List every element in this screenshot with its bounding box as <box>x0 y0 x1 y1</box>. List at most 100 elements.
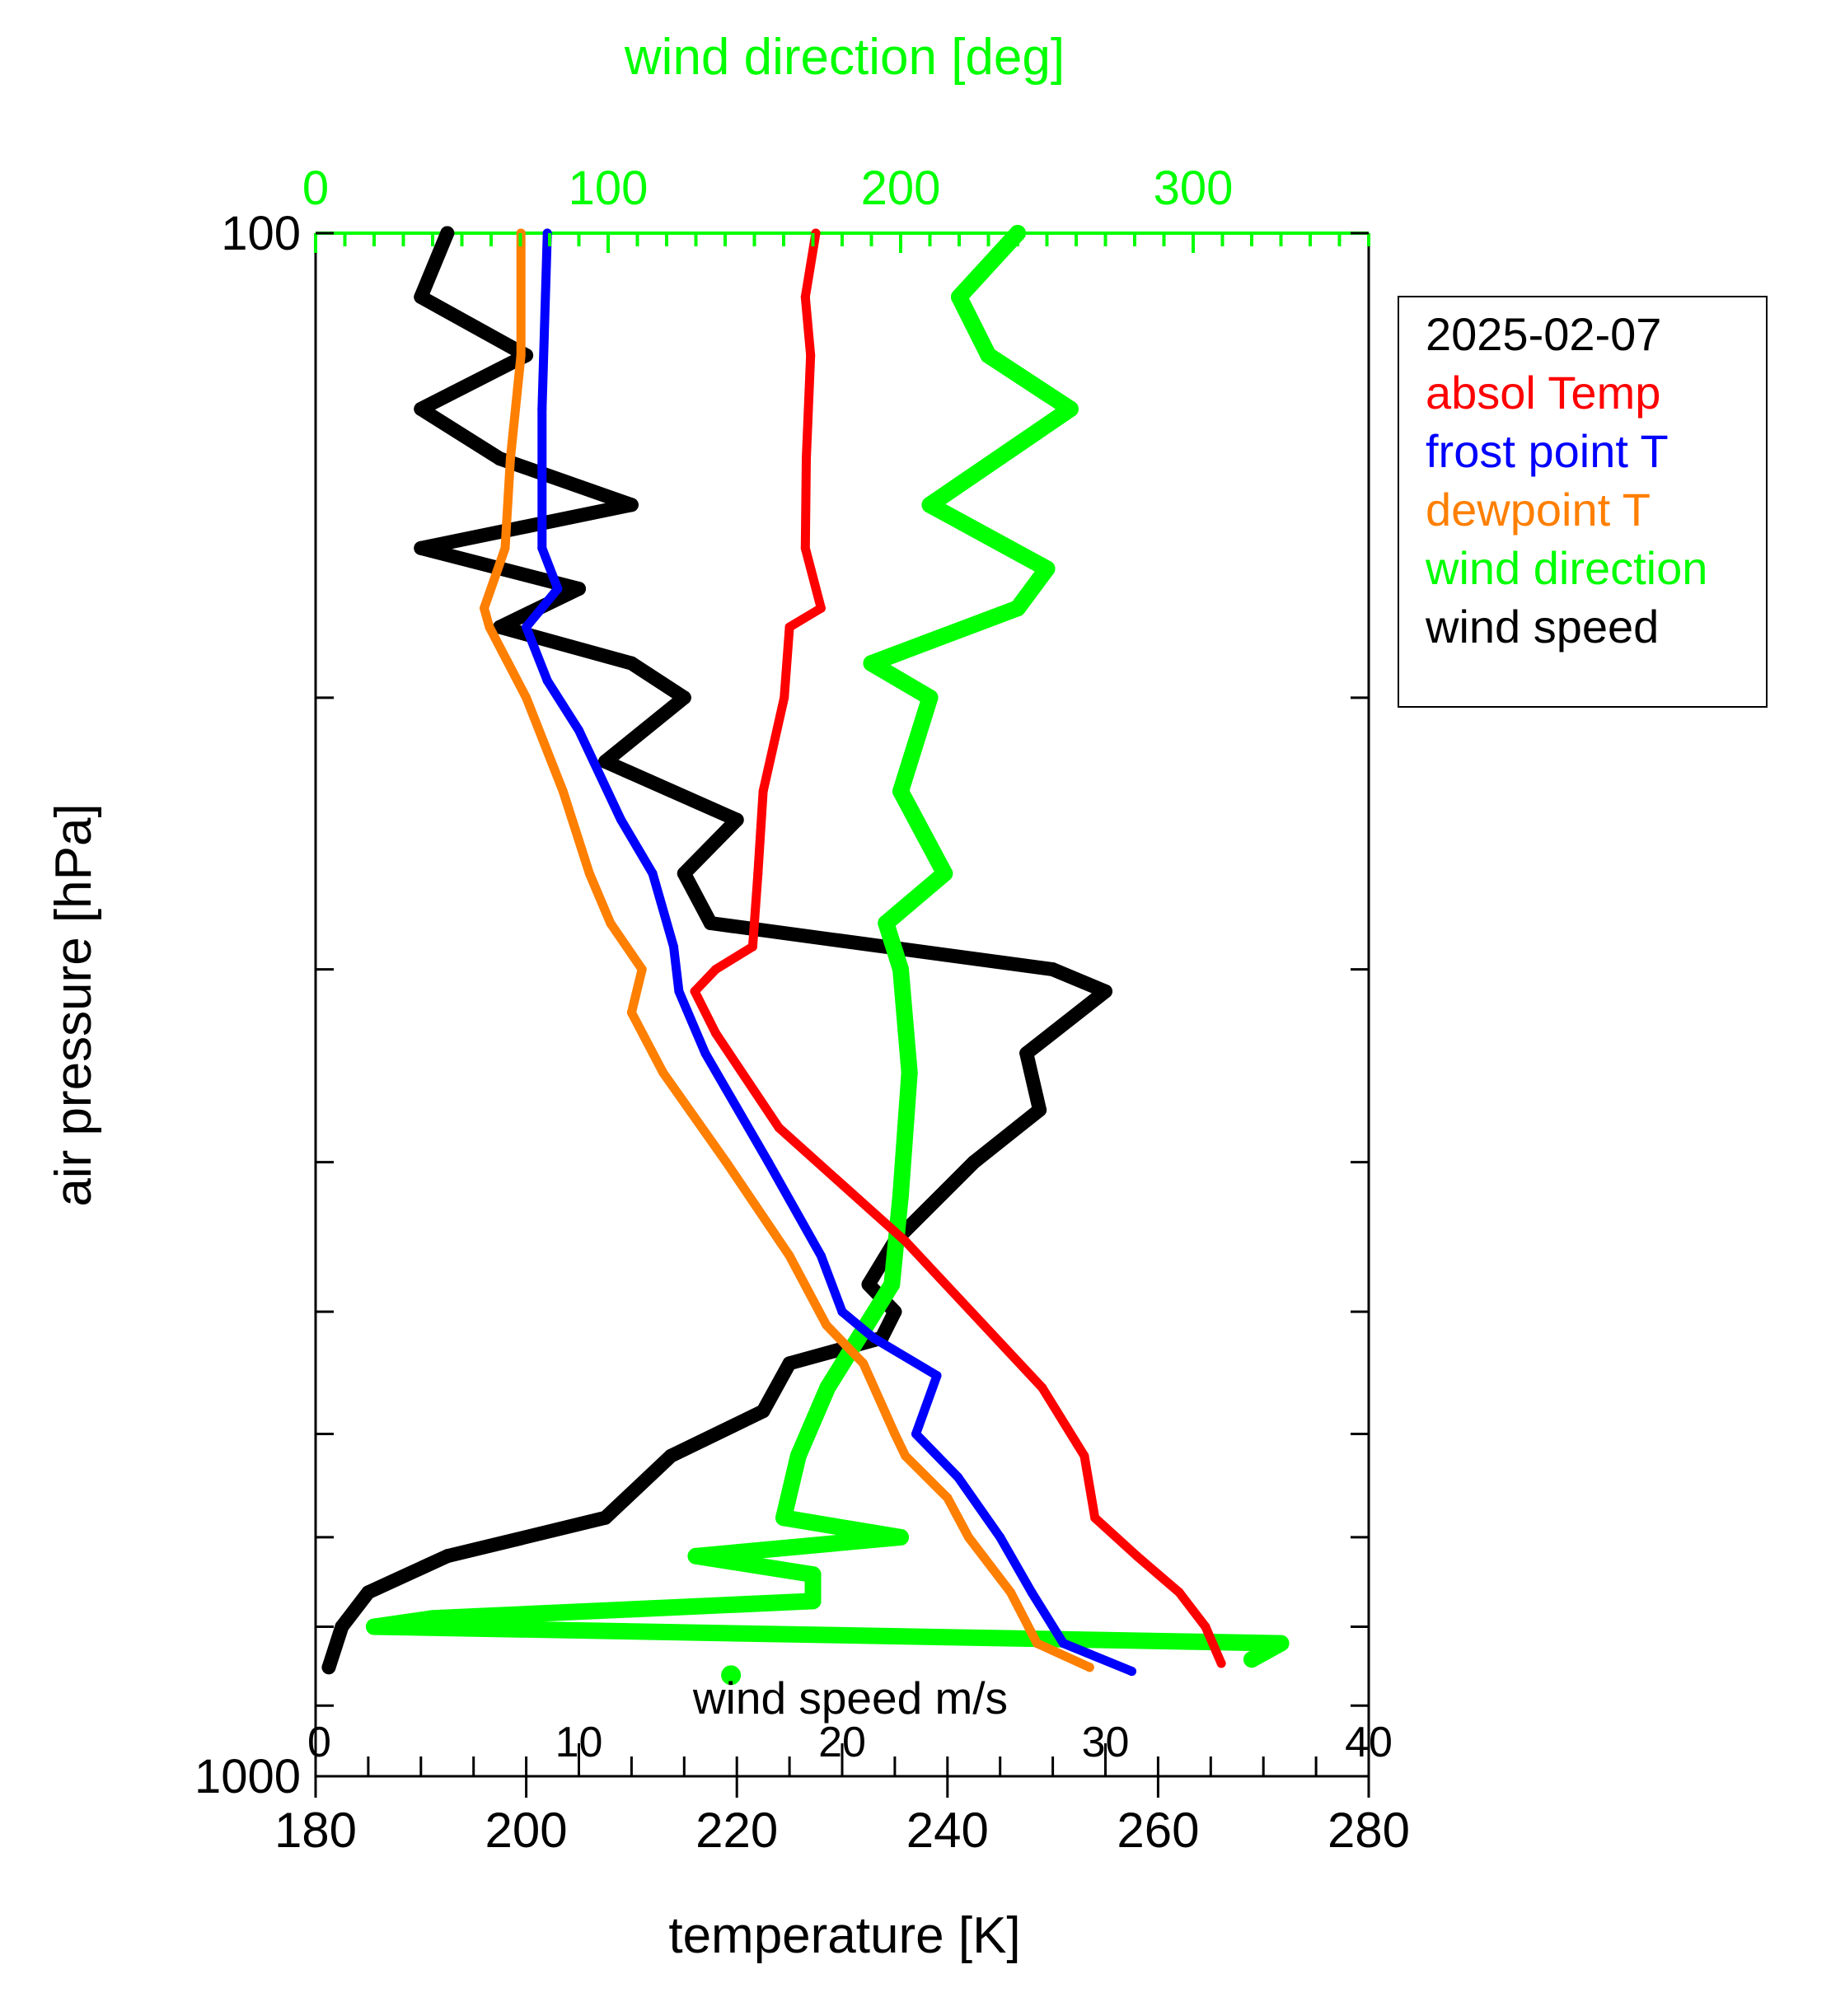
point-absol-temp <box>800 292 810 302</box>
point-frost-point-t <box>837 1307 847 1317</box>
point-wind-speed <box>756 1404 770 1419</box>
point-absol-temp <box>774 1123 784 1133</box>
legend-box <box>1398 296 1768 708</box>
point-wind-speed <box>677 690 691 705</box>
left-axis-title: air pressure [hPa] <box>45 803 102 1206</box>
point-absol-temp <box>1201 1622 1210 1631</box>
point-wind-speed <box>677 866 691 881</box>
point-absol-temp <box>784 622 794 632</box>
bottom-tick-label: 180 <box>274 1803 357 1858</box>
point-frost-point-t <box>1027 1588 1037 1597</box>
point-dewpoint-t <box>637 965 647 975</box>
point-wind-direction <box>1061 400 1079 418</box>
point-wind-speed <box>440 1549 455 1564</box>
point-wind-speed <box>1019 1046 1034 1060</box>
point-frost-point-t <box>700 1049 710 1058</box>
point-absol-temp <box>711 1028 721 1038</box>
point-wind-speed <box>414 401 428 416</box>
series-wind-speed <box>321 226 1112 1675</box>
point-wind-speed <box>624 656 639 671</box>
point-wind-direction <box>687 1547 705 1565</box>
point-frost-point-t <box>674 986 684 996</box>
speed-tick-label: 20 <box>818 1719 866 1766</box>
point-absol-temp <box>690 986 700 996</box>
point-wind-speed <box>1098 984 1112 999</box>
legend-entry-absol-temp: absol Temp <box>1426 367 1660 419</box>
point-frost-point-t <box>932 1371 942 1381</box>
point-dewpoint-t <box>606 919 616 928</box>
bottom-tick-label: 220 <box>695 1803 778 1858</box>
point-dewpoint-t <box>859 1359 869 1368</box>
point-wind-direction <box>863 655 880 672</box>
point-wind-direction <box>1272 1635 1290 1652</box>
top-tick-label: 100 <box>569 161 649 215</box>
point-wind-speed <box>1046 962 1061 977</box>
point-frost-point-t <box>1058 1639 1068 1649</box>
wind-speed-axis-title: wind speed m/s <box>692 1672 1008 1724</box>
point-wind-speed <box>782 1356 797 1371</box>
point-frost-point-t <box>537 404 547 414</box>
legend-entry-wind-direction: wind direction <box>1425 542 1707 594</box>
data-series <box>321 225 1290 1686</box>
point-wind-direction <box>892 1528 909 1546</box>
point-dewpoint-t <box>963 1532 973 1542</box>
point-dewpoint-t <box>558 787 568 796</box>
point-wind-direction <box>789 1448 807 1465</box>
point-absol-temp <box>753 868 763 878</box>
point-wind-speed <box>967 1155 981 1170</box>
point-wind-direction <box>883 1276 901 1293</box>
point-wind-direction <box>936 865 953 882</box>
point-frost-point-t <box>995 1532 1005 1542</box>
left-tick-label: 1000 <box>194 1750 301 1803</box>
bottom-axis-title: temperature [K] <box>668 1907 1020 1964</box>
point-absol-temp <box>747 942 757 952</box>
point-dewpoint-t <box>1006 1588 1015 1597</box>
point-frost-point-t <box>911 1429 920 1438</box>
point-dewpoint-t <box>890 1429 900 1438</box>
axis-ticks <box>314 232 1370 1798</box>
point-absol-temp <box>1132 1551 1142 1561</box>
point-dewpoint-t <box>658 1068 668 1078</box>
point-wind-speed <box>598 754 612 769</box>
point-dewpoint-t <box>522 693 531 703</box>
speed-tick-label: 30 <box>1082 1719 1130 1766</box>
point-wind-direction <box>1038 560 1056 578</box>
point-dewpoint-t <box>485 622 494 632</box>
legend-entry-dewpoint-t: dewpoint T <box>1426 484 1651 536</box>
bottom-tick-label: 280 <box>1328 1803 1410 1858</box>
top-tick-label: 0 <box>302 161 329 215</box>
point-wind-speed <box>361 1585 376 1600</box>
point-absol-temp <box>1079 1451 1089 1461</box>
point-dewpoint-t <box>822 1320 831 1330</box>
point-dewpoint-t <box>480 603 489 613</box>
point-wind-direction <box>775 1509 792 1527</box>
point-wind-direction <box>366 1618 382 1635</box>
point-wind-direction <box>1243 1651 1260 1668</box>
top-axis-title: wind direction [deg] <box>624 29 1065 86</box>
point-frost-point-t <box>1127 1667 1136 1677</box>
point-frost-point-t <box>816 1251 826 1261</box>
point-wind-speed <box>414 540 428 555</box>
point-wind-speed <box>335 1620 349 1634</box>
point-wind-speed <box>440 226 455 241</box>
point-absol-temp <box>711 965 721 975</box>
point-wind-speed <box>663 1448 678 1463</box>
point-frost-point-t <box>648 868 658 878</box>
point-absol-temp <box>802 454 811 464</box>
bottom-tick-label: 200 <box>485 1803 568 1858</box>
point-absol-temp <box>901 1237 911 1246</box>
left-tick-label: 100 <box>221 207 301 260</box>
point-absol-temp <box>1037 1382 1047 1392</box>
point-frost-point-t <box>669 942 678 952</box>
point-wind-speed <box>729 812 744 827</box>
point-absol-temp <box>1216 1658 1226 1668</box>
point-dewpoint-t <box>721 1158 731 1167</box>
speed-tick-label: 40 <box>1345 1719 1393 1766</box>
legend: 2025-02-07 absol Temp frost point T dewpoi… <box>1398 296 1768 708</box>
speed-tick-label: 0 <box>307 1719 331 1766</box>
point-wind-direction <box>892 783 909 800</box>
point-dewpoint-t <box>626 1008 636 1017</box>
point-absol-temp <box>1174 1588 1184 1597</box>
point-wind-direction <box>804 1593 822 1610</box>
point-wind-direction <box>892 1186 909 1204</box>
